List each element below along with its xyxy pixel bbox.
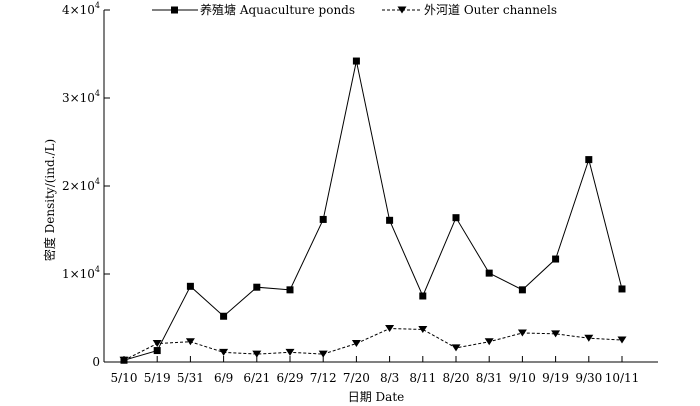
x-tick-label: 5/10	[111, 371, 138, 385]
series-line-aquaculture-ponds	[123, 60, 623, 361]
legend-item-aquaculture-ponds: 养殖塘 Aquaculture ponds	[152, 2, 355, 17]
y-tick-label-base: 4×10	[62, 3, 95, 17]
y-tick-label-exponent: 4	[95, 177, 100, 186]
legend-item-outer-channels: 外河道 Outer channels	[382, 3, 557, 17]
x-tick-label: 5/31	[177, 371, 204, 385]
y-tick-marks	[104, 9, 110, 363]
data-point-aquaculture-ponds	[253, 283, 261, 291]
x-tick-label: 9/30	[575, 371, 602, 385]
y-tick-label: 1×104	[62, 265, 100, 281]
x-tick-label: 8/11	[409, 371, 436, 385]
data-point-outer-channels	[617, 336, 627, 344]
legend-label-outer-channels: 外河道 Outer channels	[424, 3, 557, 17]
data-point-aquaculture-ponds	[386, 216, 394, 224]
data-point-aquaculture-ponds	[585, 156, 593, 164]
data-point-outer-channels	[252, 350, 262, 358]
data-series	[119, 57, 627, 364]
legend: 养殖塘 Aquaculture ponds 外河道 Outer channels	[152, 2, 557, 17]
x-tick-label: 10/11	[605, 371, 640, 385]
x-tick-label: 8/20	[443, 371, 470, 385]
y-tick-label-exponent: 4	[95, 89, 100, 98]
x-tick-label: 9/19	[542, 371, 569, 385]
series-line-outer-channels	[123, 328, 623, 361]
y-tick-label-base: 1×10	[62, 267, 95, 281]
data-point-outer-channels	[119, 356, 129, 364]
data-point-aquaculture-ponds	[319, 215, 327, 223]
data-point-outer-channels	[185, 338, 195, 346]
data-point-aquaculture-ponds	[518, 286, 526, 294]
data-point-outer-channels	[517, 329, 527, 337]
data-point-outer-channels	[484, 338, 494, 346]
data-point-aquaculture-ponds	[352, 57, 360, 65]
x-tick-label: 6/21	[243, 371, 270, 385]
y-tick-label: 3×104	[62, 89, 100, 105]
data-point-aquaculture-ponds	[186, 282, 194, 290]
data-point-aquaculture-ponds	[618, 285, 626, 293]
x-axis: 5/10 5/19 5/31 6/9 6/21 6/29 7/12 7/20 8/3 8/11 8/…	[104, 356, 658, 404]
data-point-aquaculture-ponds	[153, 347, 161, 355]
y-tick-label-exponent: 4	[95, 265, 100, 274]
y-tick-label: 2×104	[62, 177, 100, 193]
data-point-outer-channels	[385, 325, 395, 333]
x-axis-title: 日期 Date	[348, 390, 405, 404]
data-point-aquaculture-ponds	[220, 312, 228, 320]
x-tick-label: 7/20	[343, 371, 370, 385]
legend-marker-square	[171, 6, 178, 14]
data-point-aquaculture-ponds	[485, 269, 493, 277]
x-tick-labels: 5/10 5/19 5/31 6/9 6/21 6/29 7/12 7/20 8/3 8/11 8/…	[111, 371, 640, 385]
data-point-aquaculture-ponds	[419, 292, 427, 300]
y-tick-label-base: 0	[92, 355, 100, 369]
data-point-outer-channels	[318, 350, 328, 358]
data-point-outer-channels	[584, 334, 594, 342]
data-point-aquaculture-ponds	[552, 255, 560, 263]
data-point-aquaculture-ponds	[286, 286, 294, 294]
y-tick-label-exponent: 4	[95, 1, 100, 10]
legend-label-aquaculture-ponds: 养殖塘 Aquaculture ponds	[200, 2, 355, 17]
data-point-aquaculture-ponds	[452, 214, 460, 222]
x-tick-label: 5/19	[144, 371, 171, 385]
x-tick-label: 6/9	[214, 371, 233, 385]
legend-marker-triangle-down	[397, 6, 407, 14]
data-point-outer-channels	[219, 348, 229, 356]
y-axis-title: 密度 Density/(ind./L)	[42, 139, 57, 261]
x-tick-label: 8/3	[380, 371, 399, 385]
x-tick-label: 8/31	[476, 371, 503, 385]
x-tick-label: 9/10	[509, 371, 536, 385]
data-point-outer-channels	[351, 340, 361, 348]
data-point-outer-channels	[285, 348, 295, 356]
x-tick-marks	[123, 356, 623, 362]
y-tick-label-base: 2×10	[62, 179, 95, 193]
data-point-outer-channels	[551, 330, 561, 338]
x-tick-label: 7/12	[310, 371, 337, 385]
data-point-outer-channels	[152, 340, 162, 348]
y-tick-label: 4×104	[62, 1, 100, 17]
y-tick-label-base: 3×10	[62, 91, 95, 105]
y-tick-label: 0	[92, 355, 100, 369]
data-point-outer-channels	[451, 344, 461, 352]
x-tick-label: 6/29	[277, 371, 304, 385]
data-point-outer-channels	[418, 325, 428, 333]
